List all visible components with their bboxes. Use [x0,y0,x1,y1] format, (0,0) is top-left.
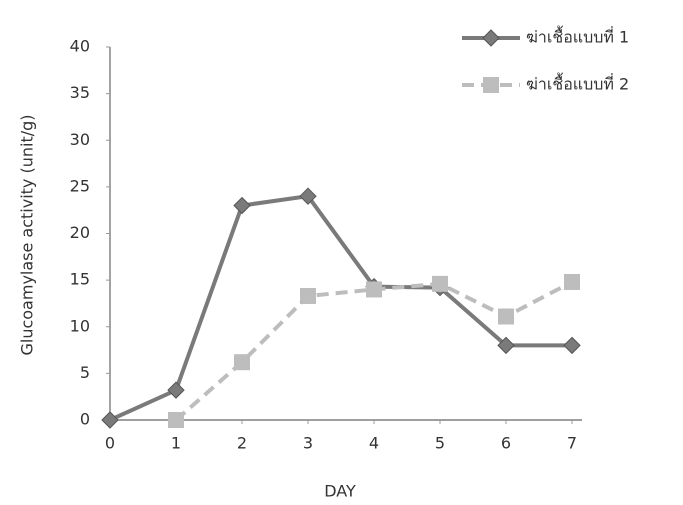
x-tick-label: 3 [303,434,313,453]
series-line [176,282,572,420]
chart: DAY Glucoamylase activity (unit/g) 05101… [0,0,683,505]
y-tick-label: 35 [70,83,90,102]
x-tick-label: 0 [105,434,115,453]
data-point [102,412,118,428]
data-point [498,308,514,324]
data-point [300,288,316,304]
y-tick-label: 10 [70,316,90,335]
x-tick-label: 1 [171,434,181,453]
y-tick-label: 25 [70,176,90,195]
x-tick-label: 2 [237,434,247,453]
y-tick-label: 40 [70,37,90,56]
y-tick-label: 15 [70,270,90,289]
data-point [564,274,580,290]
x-tick-label: 4 [369,434,379,453]
y-axis-title: Glucoamylase activity (unit/g) [18,114,37,355]
legend-label: ฆ่าเชื้อแบบที่ 2 [526,73,629,94]
legend-swatch-marker [483,30,499,46]
data-point [168,382,184,398]
data-point [168,412,184,428]
x-tick-label: 6 [501,434,511,453]
legend-swatch-marker [483,77,499,93]
data-point [234,198,250,214]
y-tick-label: 30 [70,130,90,149]
legend-label: ฆ่าเชื้อแบบที่ 1 [526,26,629,47]
y-tick-label: 5 [80,363,90,382]
y-tick-label: 0 [80,410,90,429]
data-point [234,354,250,370]
y-tick-label: 20 [70,223,90,242]
data-point [564,337,580,353]
data-point [432,276,448,292]
x-tick-label: 7 [567,434,577,453]
x-tick-label: 5 [435,434,445,453]
x-axis-title: DAY [324,482,356,501]
data-point [366,281,382,297]
